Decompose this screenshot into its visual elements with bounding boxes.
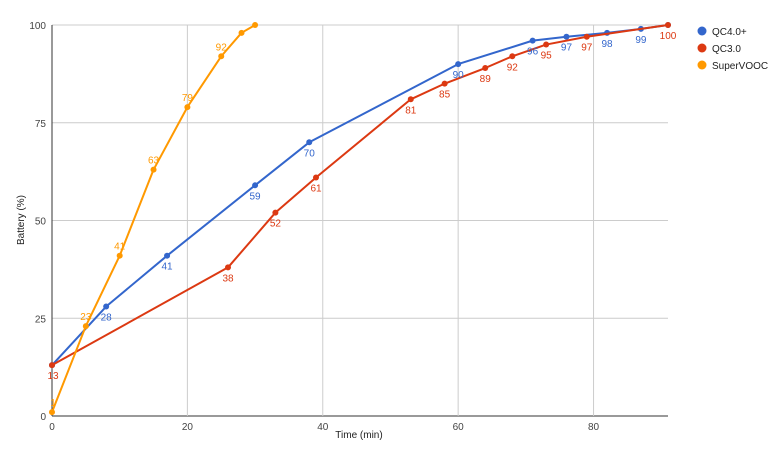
legend-label: SuperVOOC [712,61,768,72]
data-point [455,61,462,68]
data-point [313,174,319,181]
data-point [543,41,550,48]
data-label: 92 [216,42,228,53]
data-point [665,22,671,28]
data-point [116,252,123,259]
data-point [563,33,570,40]
data-label: 28 [101,313,113,324]
data-point [82,323,89,330]
x-tick-label: 20 [182,422,194,433]
data-point [238,29,245,36]
data-point [225,264,231,271]
data-label: 92 [507,62,519,73]
data-point [164,252,171,259]
data-point [218,53,225,60]
data-point [482,65,489,72]
data-label: 81 [405,105,417,116]
grid [51,24,668,417]
series-line-supervooc [51,24,256,413]
data-label: 99 [635,35,647,46]
data-point [49,409,55,416]
data-labels: 28 41 59 70 90 96 97 98 99 13 38 52 61 81 85 89 92 95 97 10… [47,31,676,409]
data-label: 98 [602,39,614,50]
data-label: 13 [47,371,59,382]
data-point [184,104,191,111]
data-label: 63 [148,156,160,167]
data-point [252,22,259,28]
x-tick-label: 60 [453,422,465,433]
x-axis-title: Time (min) [335,430,382,441]
legend-marker [697,60,707,70]
legend-label: QC3.0 [712,44,741,55]
data-label: 96 [527,47,539,58]
data-point [252,182,259,189]
data-label: 59 [250,191,262,202]
legend: QC4.0+ QC3.0 SuperVOOC [697,26,768,72]
data-label: 89 [480,74,492,85]
data-label: 38 [222,273,234,284]
y-axis-title: Battery (%) [16,195,27,245]
data-label: 95 [541,51,553,62]
x-tick-label: 80 [588,422,600,433]
data-label: 97 [561,43,573,54]
legend-label: QC4.0+ [712,27,747,38]
data-label: 41 [114,242,126,253]
x-tick-label: 40 [317,422,329,433]
data-label: 100 [660,31,677,42]
data-point [407,96,414,103]
data-point [49,362,55,369]
y-tick-label: 25 [35,314,47,325]
data-label: 1 [50,398,56,409]
data-point [441,80,448,87]
data-label: 61 [310,183,322,194]
data-point [529,37,536,44]
data-label: 52 [270,219,282,230]
y-tick-label: 50 [35,217,47,228]
x-tick-label: 0 [49,422,55,433]
legend-marker [697,26,707,36]
data-label: 70 [304,148,316,159]
data-label: 41 [162,262,174,273]
data-label: 23 [80,312,92,323]
y-tick-label: 75 [35,119,47,130]
data-label: 97 [581,43,593,54]
data-point [509,53,516,60]
data-label: 79 [182,93,194,104]
series-lines [49,22,671,416]
data-point [103,303,110,310]
legend-marker [697,43,707,53]
data-point [272,209,279,216]
y-tick-label: 100 [29,21,46,32]
data-point [150,166,157,173]
axes: 0 25 50 75 100 0 20 40 60 80 [29,21,599,433]
data-label: 90 [453,70,465,81]
data-label: 85 [439,90,451,101]
data-point [583,33,590,40]
data-point [306,139,313,146]
y-tick-label: 0 [40,412,46,423]
